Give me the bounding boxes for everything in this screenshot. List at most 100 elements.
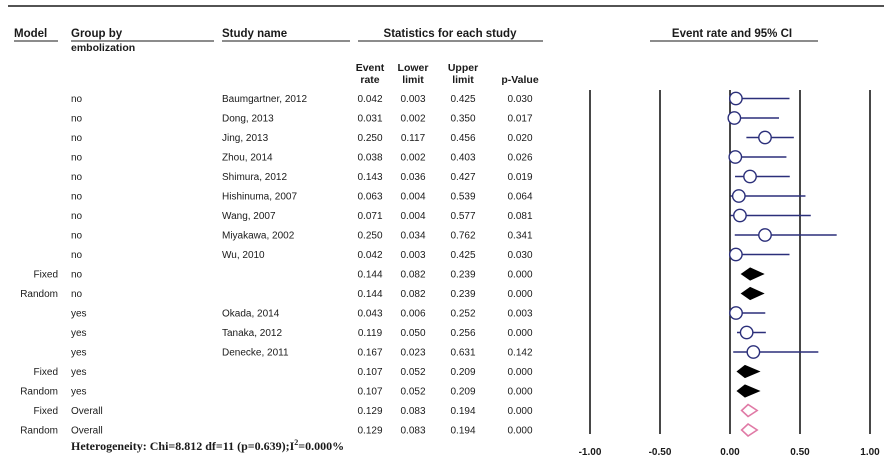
cell-study: Miyakawa, 2002 (222, 231, 295, 242)
x-tick-label: 0.00 (720, 447, 740, 458)
cell-p-value: 0.000 (507, 289, 532, 300)
point-estimate-marker (729, 306, 743, 320)
cell-group: no (71, 289, 83, 300)
cell-group: no (71, 192, 83, 203)
cell-study: Shimura, 2012 (222, 172, 287, 183)
cell-p-value: 0.000 (507, 367, 532, 378)
cell-lower-limit: 0.002 (400, 114, 425, 125)
cell-upper-limit: 0.631 (450, 348, 475, 359)
cell-lower-limit: 0.003 (400, 250, 425, 261)
cell-lower-limit: 0.082 (400, 270, 425, 281)
header-event: Event (356, 62, 385, 74)
cell-event-rate: 0.129 (357, 426, 382, 437)
header-rate: rate (360, 74, 379, 86)
cell-p-value: 0.081 (507, 211, 532, 222)
cell-study: Denecke, 2011 (222, 348, 289, 359)
x-tick-label: -0.50 (649, 447, 672, 458)
x-tick-label: 0.50 (790, 447, 810, 458)
cell-p-value: 0.003 (507, 309, 532, 320)
cell-lower-limit: 0.083 (400, 426, 425, 437)
cell-upper-limit: 0.350 (450, 114, 475, 125)
cell-lower-limit: 0.023 (400, 348, 425, 359)
cell-upper-limit: 0.252 (450, 309, 475, 320)
overall-diamond (740, 422, 759, 438)
heterogeneity-main: Heterogeneity: Chi=8.812 df=11 (p=0.639)… (71, 439, 295, 453)
cell-upper-limit: 0.403 (450, 153, 475, 164)
point-estimate-marker (758, 130, 772, 145)
cell-upper-limit: 0.239 (450, 289, 475, 300)
header-upper: Upper (448, 62, 478, 74)
cell-model: Random (20, 387, 58, 398)
cell-event-rate: 0.042 (357, 250, 382, 261)
point-estimate-marker (728, 247, 743, 262)
cell-event-rate: 0.043 (357, 309, 382, 320)
cell-event-rate: 0.107 (357, 367, 382, 378)
cell-event-rate: 0.144 (357, 289, 382, 300)
cell-p-value: 0.000 (507, 426, 532, 437)
header-upper-limit: limit (452, 74, 474, 86)
x-tick-label: 1.00 (860, 447, 880, 458)
point-estimate-marker (743, 169, 757, 184)
point-estimate-marker (739, 325, 754, 340)
cell-study: Baumgartner, 2012 (222, 94, 307, 105)
cell-study: Dong, 2013 (222, 114, 274, 125)
cell-group: no (71, 231, 83, 242)
cell-p-value: 0.064 (507, 192, 532, 203)
point-estimate-marker (727, 111, 742, 125)
cell-event-rate: 0.031 (357, 114, 382, 125)
header-group-line2: embolization (71, 42, 135, 54)
header-plot: Event rate and 95% CI (672, 28, 792, 40)
cell-lower-limit: 0.117 (401, 133, 426, 144)
cell-p-value: 0.000 (507, 387, 532, 398)
cell-upper-limit: 0.194 (450, 406, 475, 417)
cell-lower-limit: 0.002 (400, 153, 425, 164)
cell-lower-limit: 0.004 (400, 192, 425, 203)
cell-lower-limit: 0.052 (400, 387, 425, 398)
cell-upper-limit: 0.762 (450, 231, 475, 242)
cell-study: Okada, 2014 (222, 309, 280, 320)
cell-group: no (71, 270, 83, 281)
cell-model: Random (20, 426, 58, 437)
overall-diamond (740, 403, 759, 418)
cell-study: Jing, 2013 (222, 133, 269, 144)
pooled-diamond (736, 364, 761, 379)
point-estimate-marker (758, 228, 772, 242)
heterogeneity-end: =0.000% (298, 439, 344, 453)
cell-group: yes (71, 367, 87, 378)
cell-model: Fixed (34, 406, 58, 417)
cell-group: no (71, 250, 83, 261)
point-estimate-marker (746, 345, 761, 359)
cell-event-rate: 0.144 (357, 270, 382, 281)
pooled-diamond (740, 267, 765, 281)
cell-event-rate: 0.250 (357, 133, 382, 144)
point-estimate-marker (728, 150, 743, 164)
cell-event-rate: 0.038 (357, 153, 382, 164)
cell-p-value: 0.030 (507, 250, 532, 261)
cell-upper-limit: 0.425 (450, 250, 475, 261)
cell-upper-limit: 0.456 (450, 133, 475, 144)
cell-upper-limit: 0.209 (450, 387, 475, 398)
cell-model: Fixed (34, 270, 58, 281)
cell-lower-limit: 0.006 (400, 309, 425, 320)
heterogeneity-superscript: 2 (294, 438, 298, 447)
header-study: Study name (222, 28, 287, 40)
cell-group: Overall (71, 406, 103, 417)
cell-lower-limit: 0.003 (400, 94, 425, 105)
cell-lower-limit: 0.082 (400, 289, 425, 300)
plot-area: -1.00 -0.50 0.00 0.50 1.00 (579, 90, 880, 458)
cell-lower-limit: 0.052 (400, 367, 425, 378)
pooled-diamond (740, 286, 765, 301)
cell-upper-limit: 0.209 (450, 367, 475, 378)
header-group: Group by (71, 28, 123, 40)
header-lower-limit: limit (402, 74, 424, 86)
cell-group: yes (71, 387, 87, 398)
pooled-diamond (736, 384, 761, 398)
header-stats: Statistics for each study (384, 28, 518, 40)
cell-upper-limit: 0.539 (450, 192, 475, 203)
cell-study: Tanaka, 2012 (222, 328, 282, 339)
cell-group: no (71, 153, 83, 164)
cell-event-rate: 0.119 (358, 328, 383, 339)
cell-p-value: 0.000 (507, 328, 532, 339)
cell-group: no (71, 133, 83, 144)
